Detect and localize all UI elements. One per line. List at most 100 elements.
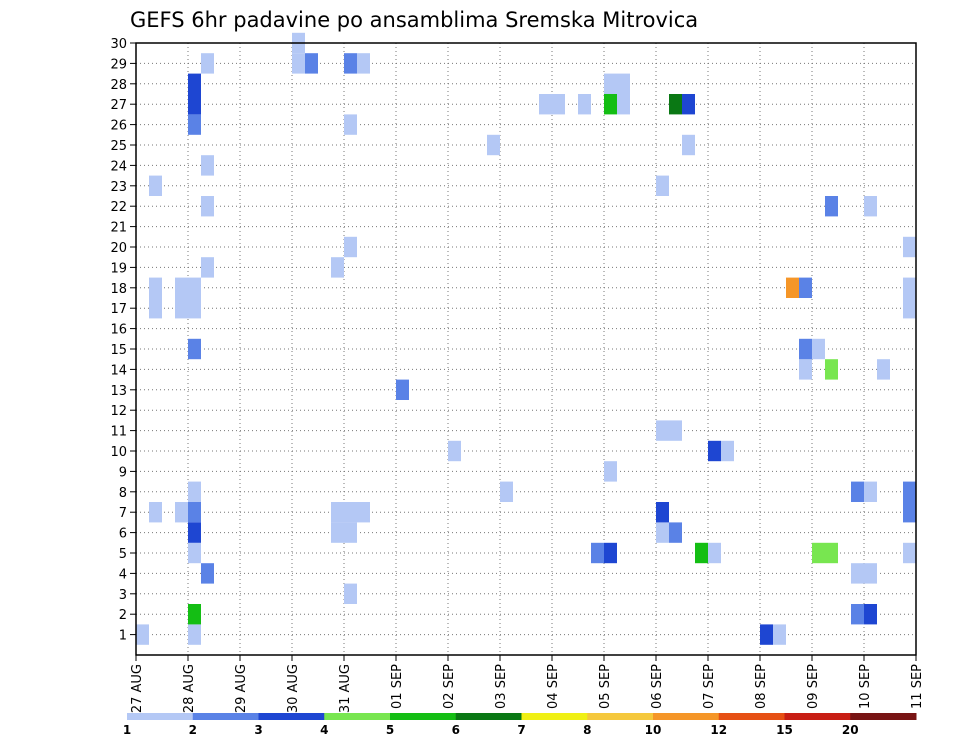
colorbar-label: 7 bbox=[517, 723, 525, 737]
precip-cell bbox=[708, 440, 721, 462]
colorbar-label: 1 bbox=[123, 723, 131, 737]
y-tick-label: 13 bbox=[110, 384, 127, 399]
y-tick-label: 28 bbox=[110, 78, 127, 93]
precip-cell bbox=[331, 522, 344, 543]
precip-cell bbox=[188, 298, 201, 319]
precip-cell bbox=[149, 277, 162, 298]
precip-cell bbox=[188, 94, 201, 115]
precip-cell bbox=[721, 440, 734, 462]
colorbar-label: 10 bbox=[645, 723, 662, 737]
colorbar-segment bbox=[784, 713, 851, 720]
colorbar-label: 2 bbox=[189, 723, 197, 737]
x-tick-label: 09 SEP bbox=[806, 664, 821, 709]
y-tick-label: 17 bbox=[110, 302, 127, 317]
precip-cell bbox=[656, 522, 669, 543]
precip-cell bbox=[604, 542, 617, 564]
y-tick-label: 20 bbox=[110, 241, 127, 256]
precip-cell bbox=[617, 73, 630, 94]
precip-cell bbox=[682, 134, 695, 156]
precip-cell bbox=[591, 542, 604, 564]
colorbar-label: 6 bbox=[452, 723, 460, 737]
y-tick-label: 14 bbox=[110, 363, 127, 378]
y-tick-label: 26 bbox=[110, 119, 127, 134]
precip-cell bbox=[344, 502, 357, 523]
precip-cell bbox=[799, 338, 812, 360]
precip-cell bbox=[812, 542, 825, 564]
y-tick-label: 16 bbox=[110, 323, 127, 338]
y-tick-label: 29 bbox=[110, 57, 127, 72]
precip-cell bbox=[539, 94, 552, 115]
y-axis: 1234567891011121314151617181920212223242… bbox=[110, 37, 136, 644]
y-tick-label: 12 bbox=[110, 404, 127, 419]
precip-cell bbox=[864, 563, 877, 584]
precip-cell bbox=[864, 481, 877, 502]
precip-cell bbox=[669, 522, 682, 543]
x-tick-label: 11 SEP bbox=[910, 664, 925, 709]
precip-cell bbox=[175, 277, 188, 298]
precip-cell bbox=[136, 624, 149, 645]
x-tick-label: 03 SEP bbox=[494, 664, 509, 709]
y-tick-label: 25 bbox=[110, 139, 127, 154]
precip-cell bbox=[604, 94, 617, 115]
precip-cell bbox=[487, 134, 500, 156]
precip-cell bbox=[305, 53, 318, 74]
x-tick-label: 29 AUG bbox=[234, 664, 249, 713]
precip-cell bbox=[903, 298, 916, 319]
colorbar-segment bbox=[850, 713, 917, 720]
precip-cell bbox=[188, 73, 201, 94]
x-tick-label: 01 SEP bbox=[390, 664, 405, 709]
precip-cell bbox=[786, 277, 799, 298]
y-tick-label: 27 bbox=[110, 98, 127, 113]
precip-cell bbox=[578, 94, 591, 115]
y-tick-label: 15 bbox=[110, 343, 127, 358]
precip-cell bbox=[799, 277, 812, 298]
precip-cell bbox=[175, 502, 188, 523]
colorbar-segment bbox=[587, 713, 654, 720]
precip-cell bbox=[682, 94, 695, 115]
colorbar-segment bbox=[653, 713, 720, 720]
precip-cell bbox=[292, 53, 305, 74]
colorbar-segment bbox=[324, 713, 391, 720]
y-tick-label: 7 bbox=[119, 506, 127, 521]
precip-cell bbox=[604, 73, 617, 94]
precip-cell bbox=[851, 481, 864, 502]
colorbar-segment bbox=[718, 713, 785, 720]
x-tick-label: 06 SEP bbox=[650, 664, 665, 709]
precip-cell bbox=[552, 94, 565, 115]
precipitation-cells bbox=[136, 32, 916, 645]
y-tick-label: 11 bbox=[110, 425, 127, 440]
colorbar-segment bbox=[455, 713, 522, 720]
precip-cell bbox=[773, 624, 786, 645]
precip-cell bbox=[331, 257, 344, 278]
precip-cell bbox=[812, 338, 825, 360]
precip-cell bbox=[669, 94, 682, 115]
precip-cell bbox=[188, 502, 201, 523]
x-tick-label: 08 SEP bbox=[754, 664, 769, 709]
colorbar: 1 2 3 4 5 6 7 8 10 12 15 20 bbox=[123, 713, 917, 737]
colorbar-segment bbox=[192, 713, 259, 720]
y-tick-label: 10 bbox=[110, 445, 127, 460]
y-tick-label: 19 bbox=[110, 261, 127, 276]
colorbar-label: 5 bbox=[386, 723, 394, 737]
precip-cell bbox=[903, 542, 916, 564]
x-tick-label: 30 AUG bbox=[286, 664, 301, 713]
x-tick-label: 31 AUG bbox=[338, 664, 353, 713]
x-tick-label: 05 SEP bbox=[598, 664, 613, 709]
precip-cell bbox=[188, 114, 201, 135]
precip-cell bbox=[344, 114, 357, 135]
precip-cell bbox=[175, 298, 188, 319]
colorbar-label: 20 bbox=[842, 723, 859, 737]
precip-cell bbox=[188, 338, 201, 360]
precip-cell bbox=[344, 522, 357, 543]
colorbar-segment bbox=[258, 713, 325, 720]
precip-cell bbox=[604, 461, 617, 482]
chart-title: GEFS 6hr padavine po ansamblima Sremska … bbox=[130, 8, 698, 32]
precip-cell bbox=[903, 481, 916, 502]
precip-cell bbox=[851, 563, 864, 584]
precip-cell bbox=[864, 196, 877, 217]
precip-cell bbox=[344, 53, 357, 74]
precip-cell bbox=[656, 502, 669, 523]
precip-cell bbox=[201, 53, 214, 74]
y-tick-label: 22 bbox=[110, 200, 127, 215]
